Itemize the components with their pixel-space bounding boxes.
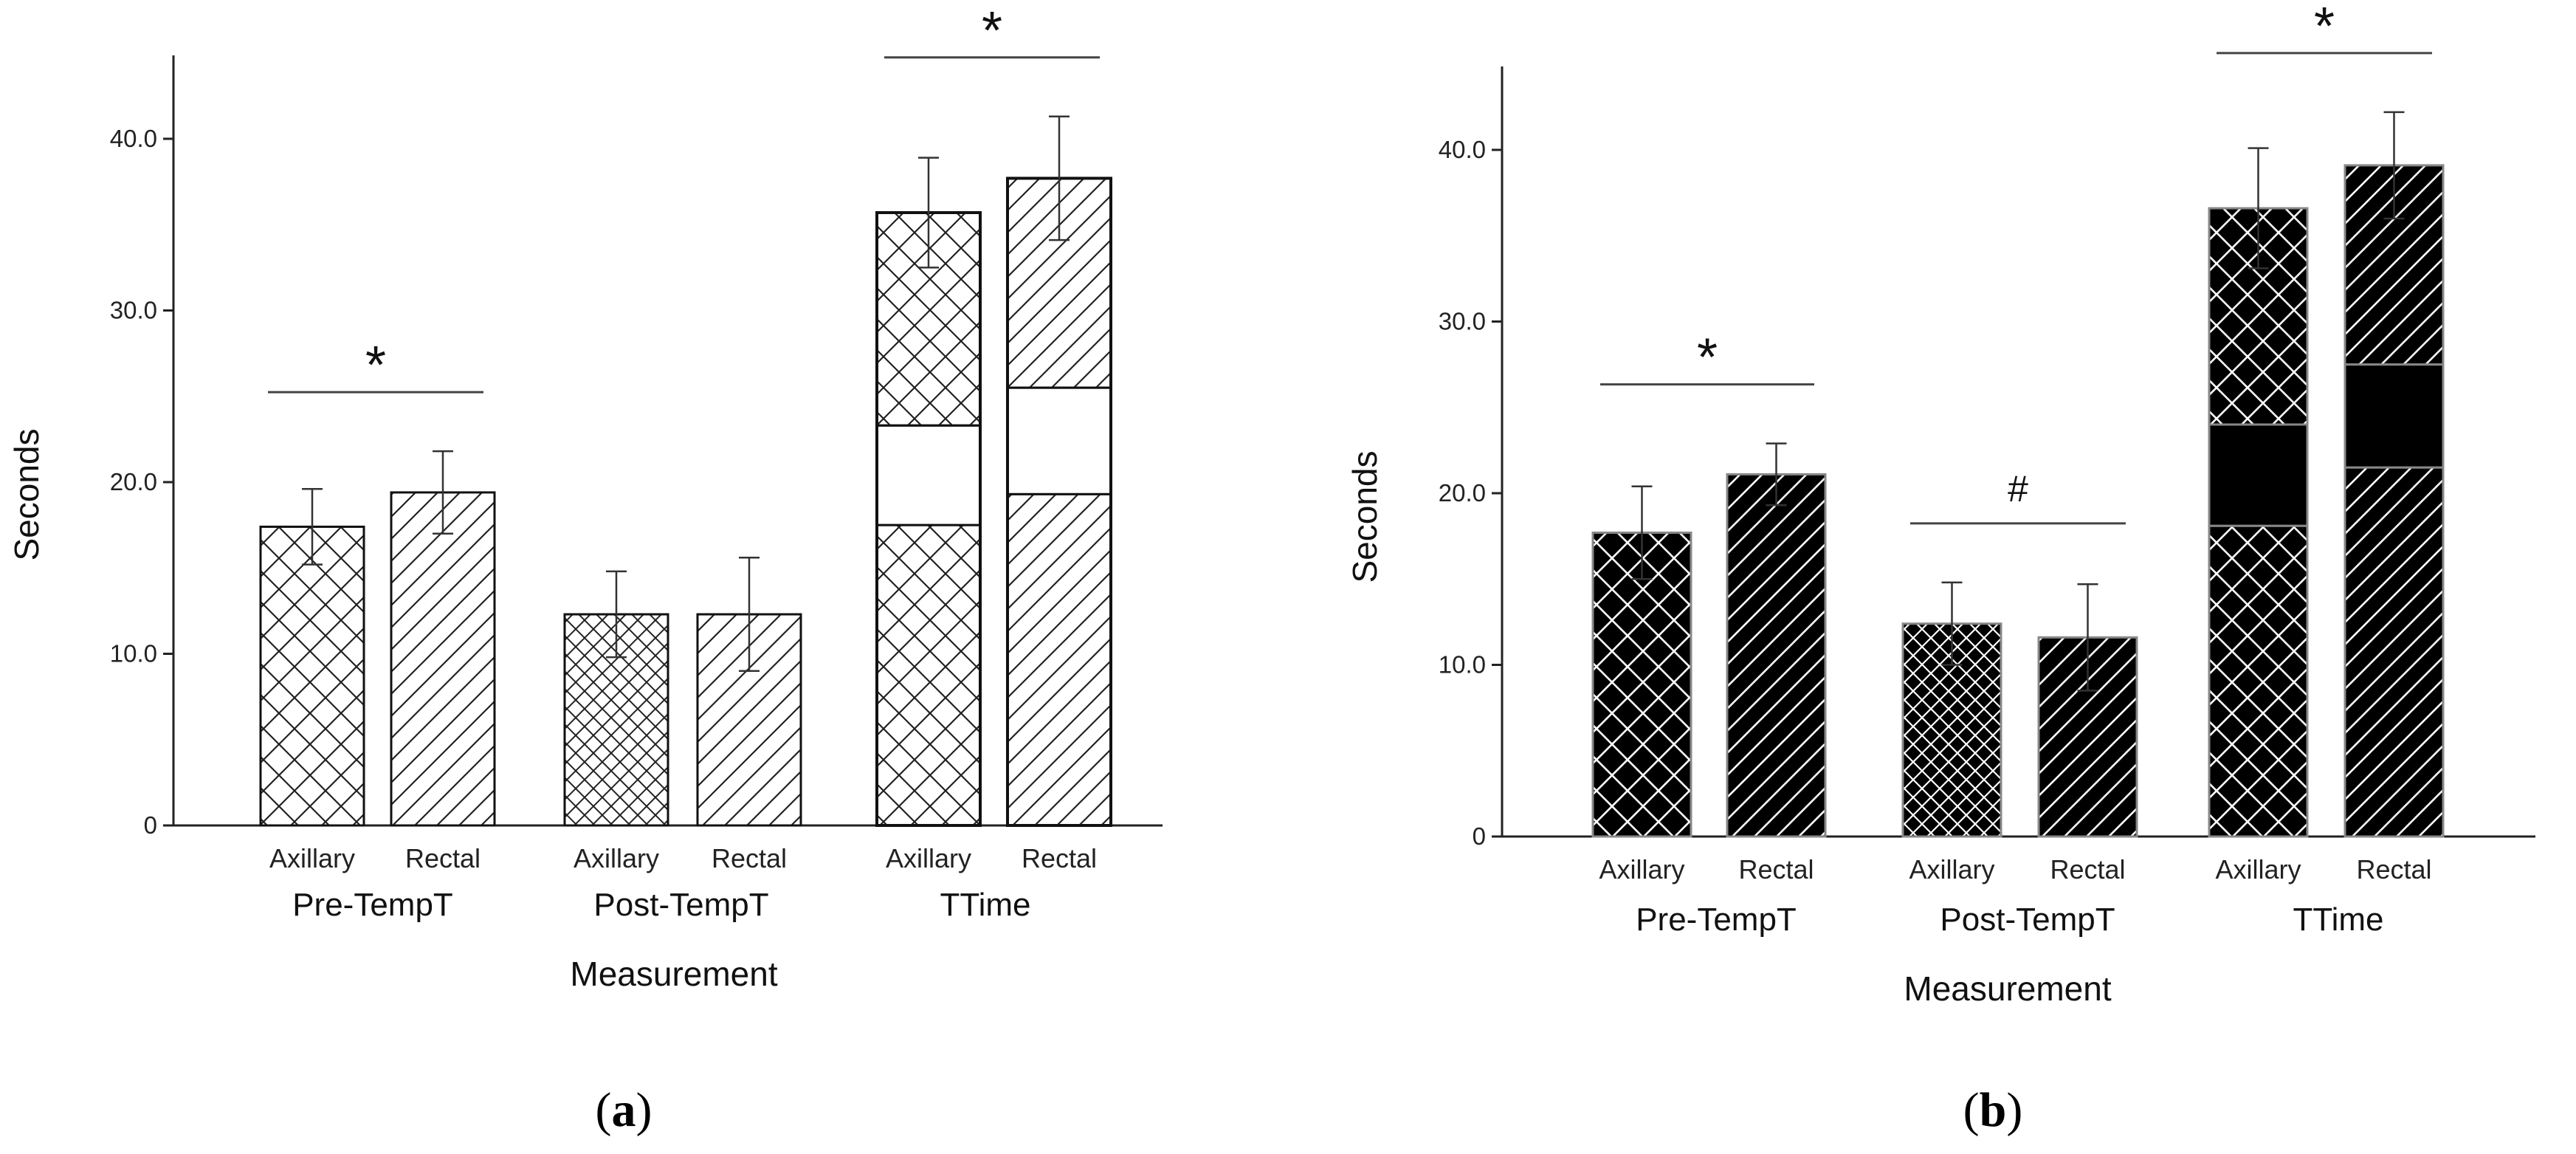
y-tick-label: 30.0 (110, 297, 157, 324)
bar-segment-bottom (2208, 524, 2309, 838)
significance-marker: * (982, 1, 1002, 61)
chart-panel-a: 0 10.0 20.0 30.0 40.0 Seconds Measurement Axill… (7, 1, 1163, 993)
significance-marker: # (2008, 468, 2028, 509)
bar (1591, 531, 1692, 838)
y-tick-label: 40.0 (1439, 136, 1486, 163)
bar (1726, 473, 1827, 838)
bar-segment-middle (875, 424, 982, 526)
group-label: Pre-TempT (292, 887, 453, 923)
y-tick-label: 0 (1473, 822, 1486, 850)
bar-category-label: Axillary (2215, 854, 2301, 885)
chart-panel-b: 0 10.0 20.0 30.0 40.0 Seconds Measurement Axill… (1346, 0, 2535, 1008)
bar (259, 525, 365, 827)
bar-segment-middle (2343, 363, 2445, 469)
bar-segment-bottom (875, 523, 982, 827)
bar-category-label: Axillary (269, 843, 355, 873)
y-tick-label: 0 (144, 811, 157, 839)
bar-category-label: Rectal (2356, 854, 2431, 885)
group-label: Post-TempT (1940, 901, 2115, 938)
y-axis-title: Seconds (1346, 450, 1384, 583)
bar-segment-middle (1006, 386, 1112, 495)
bar-category-label: Axillary (886, 843, 971, 873)
group-label: TTime (940, 887, 1030, 923)
bar-segment-middle (2208, 423, 2309, 527)
x-axis-title: Measurement (1904, 969, 2111, 1008)
y-tick-label: 10.0 (110, 640, 157, 667)
bar-category-label: Axillary (574, 843, 659, 873)
y-tick-label: 20.0 (1439, 479, 1486, 506)
y-tick-label: 10.0 (1439, 651, 1486, 679)
panel-label-a: (a) (596, 1083, 652, 1137)
group-label: Post-TempT (593, 887, 768, 923)
bar-segment-bottom (1006, 492, 1112, 827)
bar-segment-bottom (2343, 466, 2445, 838)
group-label: Pre-TempT (1636, 901, 1797, 938)
bar (390, 491, 496, 827)
bar-category-label: Axillary (1599, 854, 1684, 885)
x-axis-title: Measurement (570, 955, 777, 993)
significance-marker: * (1697, 329, 1718, 388)
bar-category-label: Axillary (1909, 854, 1994, 885)
y-axis-title: Seconds (7, 428, 46, 560)
y-tick-label: 20.0 (110, 468, 157, 495)
significance-marker: * (365, 336, 386, 395)
bar-category-label: Rectal (1022, 843, 1097, 873)
y-tick-label: 30.0 (1439, 308, 1486, 335)
bar-category-label: Rectal (712, 843, 787, 873)
panel-label-b: (b) (1963, 1083, 2023, 1137)
bar-category-label: Rectal (2050, 854, 2125, 885)
bar-category-label: Rectal (1738, 854, 1814, 885)
y-tick-label: 40.0 (110, 125, 157, 152)
significance-marker: * (2314, 0, 2335, 56)
group-label: TTime (2293, 901, 2383, 938)
bar-category-label: Rectal (405, 843, 481, 873)
